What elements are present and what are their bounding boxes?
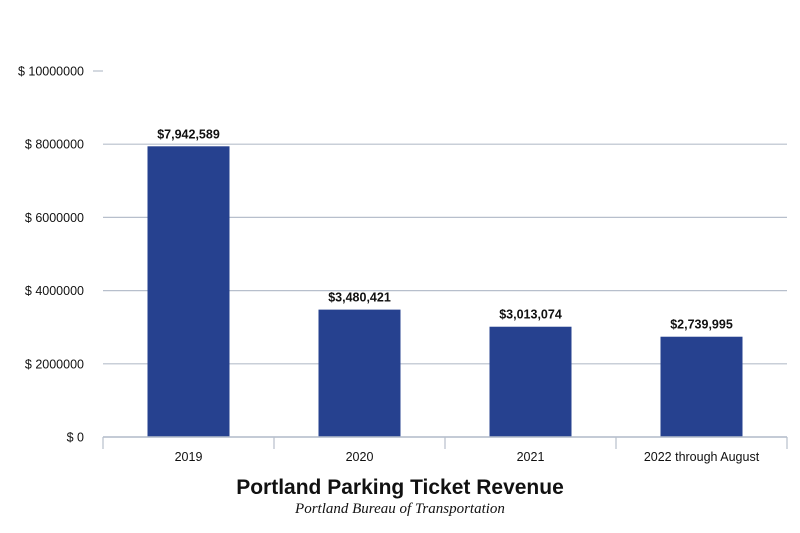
data-label: $3,013,074 <box>499 308 562 322</box>
data-label: $3,480,421 <box>328 291 391 305</box>
chart-subtitle: Portland Bureau of Transportation <box>295 501 505 517</box>
y-tick-label: $ 4000000 <box>25 284 84 298</box>
data-label: $2,739,995 <box>670 318 733 332</box>
x-tick-label: 2019 <box>175 450 203 464</box>
y-tick-label: $ 2000000 <box>25 357 84 371</box>
data-label: $7,942,589 <box>157 127 220 141</box>
bars <box>147 146 743 437</box>
y-axis-ticks: $ 0 $ 2000000 $ 4000000 $ 6000000 $ 8000000 $… <box>18 65 84 445</box>
y-tick-label: $ 0 <box>67 431 84 445</box>
x-axis: 2019 2020 2021 2022 through August <box>102 436 788 464</box>
y-tick-label: $ 6000000 <box>25 211 84 225</box>
bar <box>489 326 572 437</box>
x-tick-label: 2020 <box>346 450 374 464</box>
bar <box>147 146 230 437</box>
x-tick-label: 2021 <box>517 450 545 464</box>
bar <box>318 309 401 437</box>
x-tick-label: 2022 through August <box>644 450 760 464</box>
bar <box>660 336 743 437</box>
chart-title: Portland Parking Ticket Revenue <box>236 476 564 499</box>
data-labels: $7,942,589 $3,480,421 $3,013,074 $2,739,995 <box>157 127 733 331</box>
y-tick-label: $ 10000000 <box>18 65 84 79</box>
y-tick-label: $ 8000000 <box>25 138 84 152</box>
